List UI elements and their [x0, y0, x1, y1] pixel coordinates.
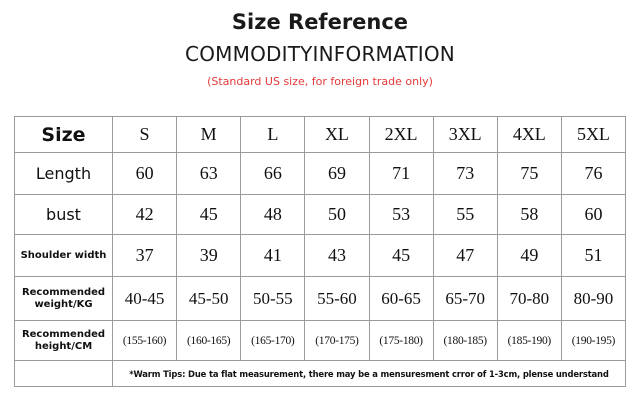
table-cell: 45	[176, 194, 242, 235]
table-cell: 42	[111, 194, 178, 235]
table-row-tips: *Warm Tips: Due ta flat measurement, the…	[14, 360, 626, 387]
table-row-shoulder-width: Shoulder width 37 39 41 43 45 47 49 51	[14, 234, 627, 277]
row-label-recommended-height: Recommended height/CM	[14, 320, 113, 361]
row-label-bust: bust	[14, 194, 113, 235]
table-cell: 45-50	[176, 276, 242, 321]
table-cell: 75	[496, 152, 562, 195]
size-xl: XL	[304, 116, 370, 153]
table-cell: (180-185)	[432, 320, 498, 361]
warm-tips: *Warm Tips: Due ta flat measurement, the…	[112, 360, 626, 387]
table-cell: 47	[432, 234, 498, 277]
table-cell: 39	[176, 234, 242, 277]
table-cell: 40-45	[111, 276, 178, 321]
page-title: Size Reference	[231, 10, 409, 34]
trade-note: (Standard US size, for foreign trade onl…	[207, 75, 433, 88]
row-label-recommended-weight: Recommended weight/KG	[14, 276, 113, 321]
table-cell: (175-180)	[368, 320, 434, 361]
table-cell: 60-65	[368, 276, 434, 321]
table-row-bust: bust 42 45 48 50 53 55 58 60	[14, 194, 627, 235]
table-cell: 55-60	[304, 276, 370, 321]
size-4xl: 4XL	[496, 116, 562, 153]
size-table: Size S M L XL 2XL 3XL 4XL 5XL Length 60 …	[14, 116, 627, 387]
table-cell: 66	[240, 152, 306, 195]
table-cell: 73	[432, 152, 498, 195]
table-cell: 80-90	[560, 276, 627, 321]
table-cell: 69	[304, 152, 370, 195]
table-cell: 60	[560, 194, 627, 235]
size-s: S	[111, 116, 178, 153]
table-cell: 53	[368, 194, 434, 235]
table-cell: 70-80	[496, 276, 562, 321]
table-row-length: Length 60 63 66 69 71 73 75 76	[14, 152, 627, 195]
table-cell: 37	[111, 234, 178, 277]
size-5xl: 5XL	[560, 116, 627, 153]
table-cell: 63	[176, 152, 242, 195]
table-header-row: Size S M L XL 2XL 3XL 4XL 5XL	[14, 116, 627, 153]
size-l: L	[240, 116, 306, 153]
size-m: M	[176, 116, 242, 153]
table-cell: 45	[368, 234, 434, 277]
table-cell: 51	[560, 234, 627, 277]
table-cell: 65-70	[432, 276, 498, 321]
table-cell: (160-165)	[176, 320, 242, 361]
table-cell: (170-175)	[304, 320, 370, 361]
size-3xl: 3XL	[432, 116, 498, 153]
tips-blank-cell	[14, 360, 113, 387]
table-cell: 43	[304, 234, 370, 277]
page-subtitle: COMMODITYINFORMATION	[185, 42, 455, 66]
table-cell: 50	[304, 194, 370, 235]
table-cell: 49	[496, 234, 562, 277]
table-cell: 50-55	[240, 276, 306, 321]
table-cell: 76	[560, 152, 627, 195]
row-label-length: Length	[14, 152, 113, 195]
row-label-shoulder-width: Shoulder width	[14, 234, 113, 277]
table-cell: 41	[240, 234, 306, 277]
table-cell: 60	[111, 152, 178, 195]
table-cell: 71	[368, 152, 434, 195]
table-row-recommended-height: Recommended height/CM (155-160) (160-165…	[14, 320, 627, 361]
table-cell: 55	[432, 194, 498, 235]
table-cell: (155-160)	[111, 320, 178, 361]
table-row-recommended-weight: Recommended weight/KG 40-45 45-50 50-55 …	[14, 276, 627, 321]
table-cell: (185-190)	[496, 320, 562, 361]
table-cell: 58	[496, 194, 562, 235]
table-cell: 48	[240, 194, 306, 235]
size-2xl: 2XL	[368, 116, 434, 153]
table-cell: (190-195)	[560, 320, 627, 361]
table-cell: (165-170)	[240, 320, 306, 361]
header-label: Size	[14, 116, 113, 153]
